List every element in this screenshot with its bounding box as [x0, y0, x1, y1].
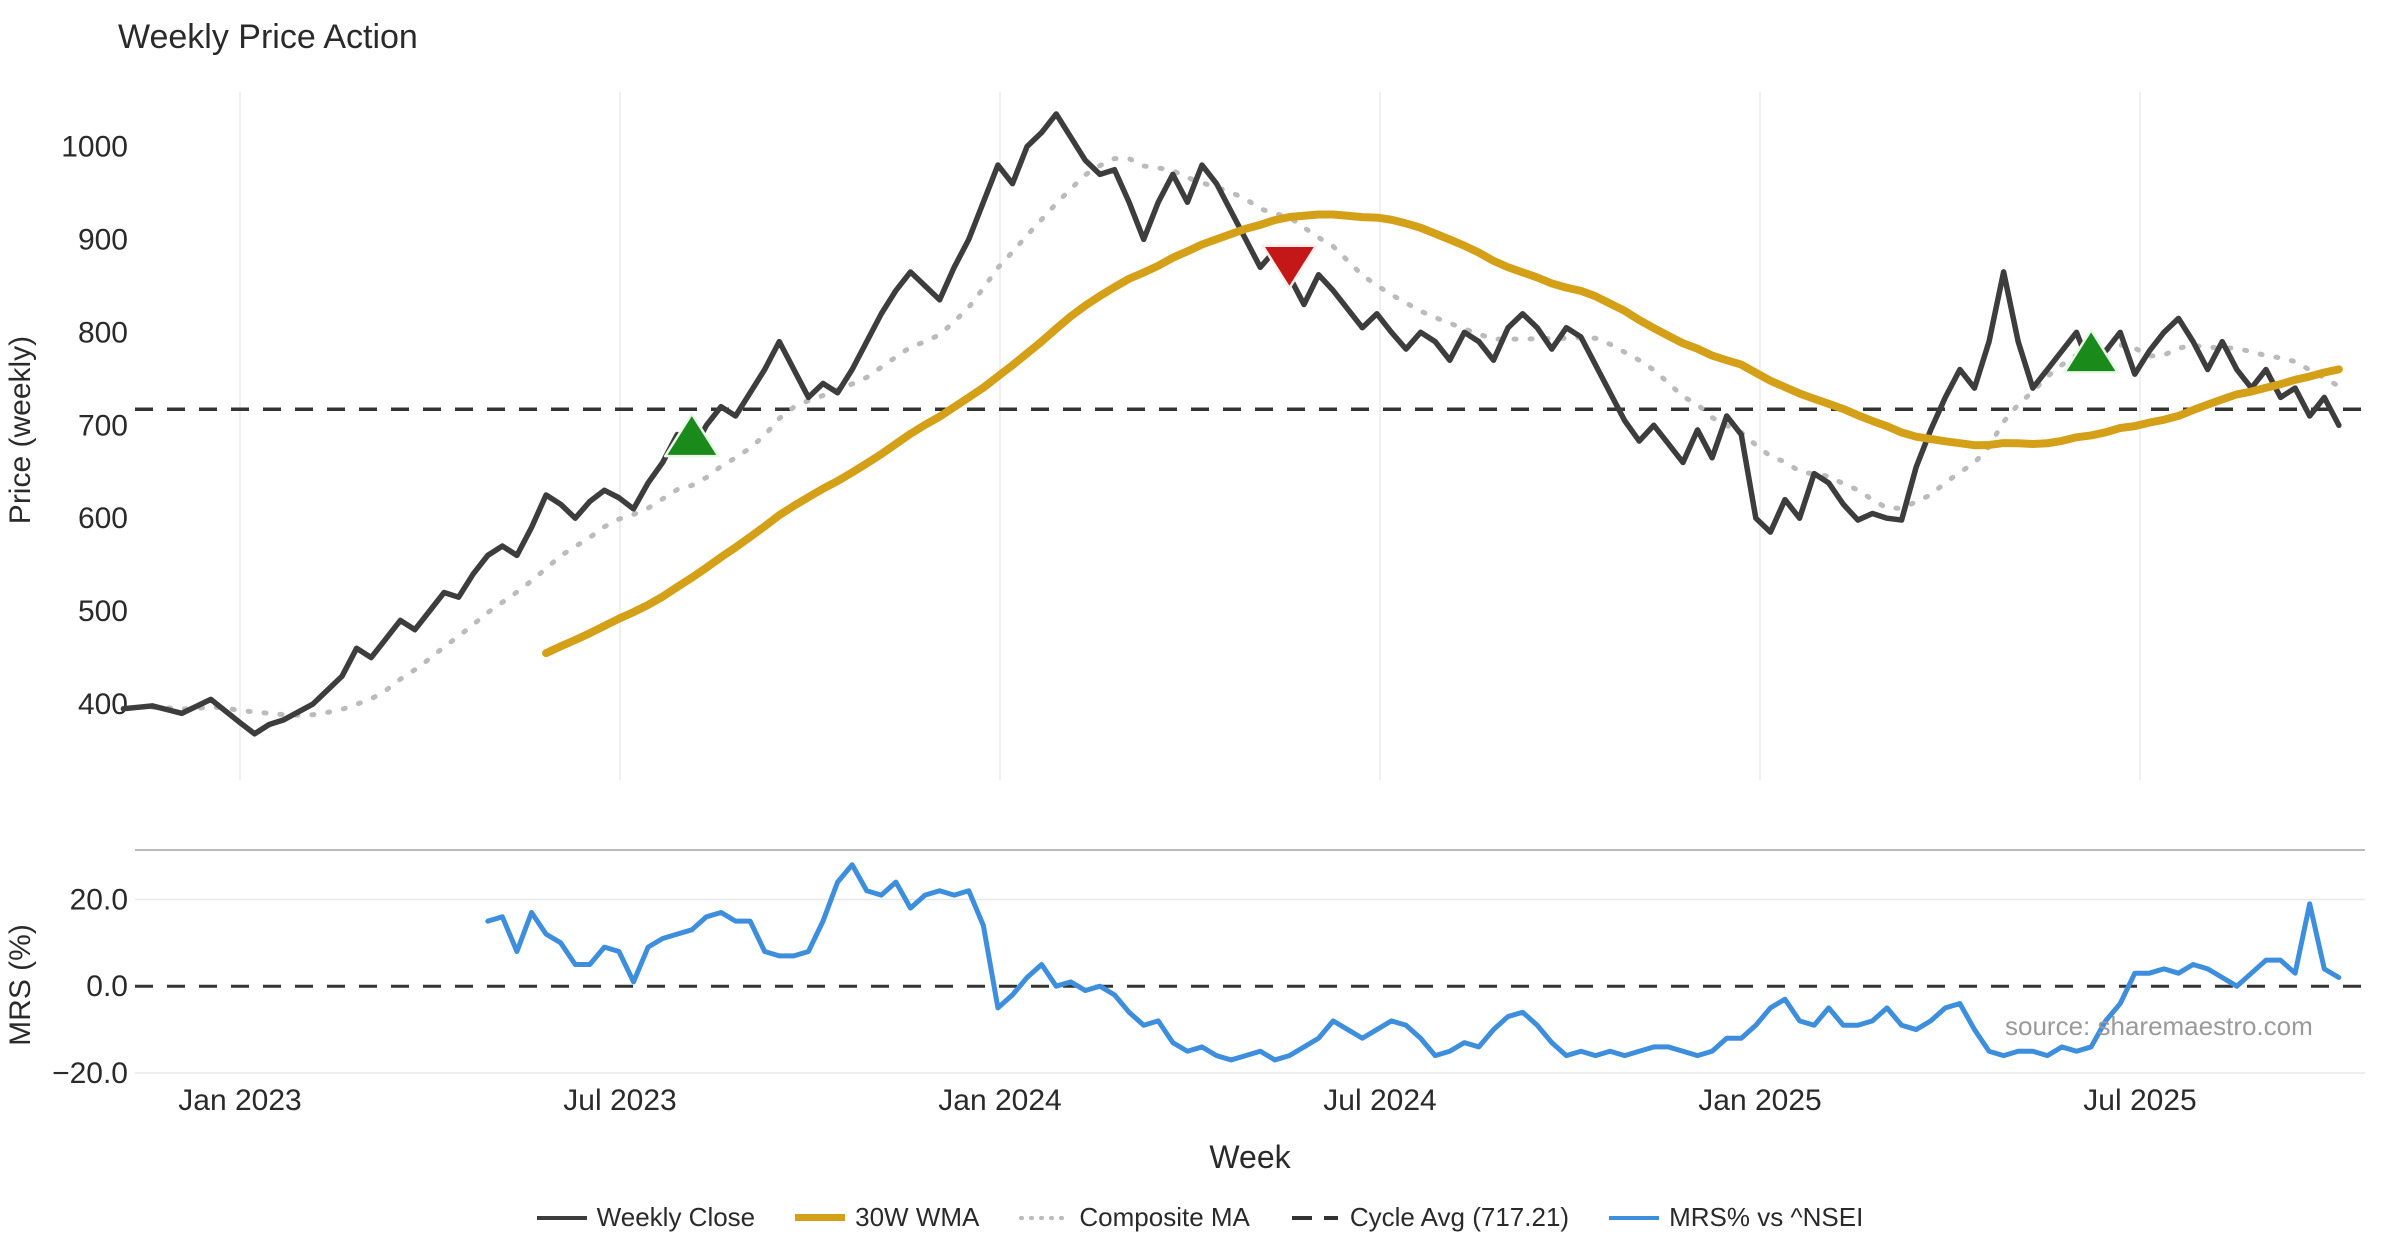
- svg-text:700: 700: [78, 409, 128, 442]
- svg-text:Jul 2024: Jul 2024: [1323, 1084, 1436, 1117]
- svg-text:Jan 2024: Jan 2024: [938, 1084, 1061, 1117]
- svg-text:20.0: 20.0: [70, 884, 128, 917]
- svg-text:source: sharemaestro.com: source: sharemaestro.com: [2005, 1011, 2313, 1041]
- svg-text:Jan 2023: Jan 2023: [178, 1084, 301, 1117]
- svg-text:500: 500: [78, 595, 128, 628]
- svg-text:Week: Week: [1209, 1139, 1291, 1175]
- svg-text:0.0: 0.0: [86, 970, 128, 1003]
- svg-text:Price (weekly): Price (weekly): [4, 336, 37, 524]
- svg-text:Jan 2025: Jan 2025: [1698, 1084, 1821, 1117]
- svg-text:MRS (%): MRS (%): [4, 924, 37, 1046]
- svg-text:Jul 2023: Jul 2023: [563, 1084, 676, 1117]
- svg-text:−20.0: −20.0: [52, 1057, 128, 1090]
- svg-text:1000: 1000: [61, 131, 128, 164]
- svg-text:800: 800: [78, 316, 128, 349]
- svg-text:900: 900: [78, 223, 128, 256]
- svg-text:400: 400: [78, 688, 128, 721]
- svg-text:Jul 2025: Jul 2025: [2083, 1084, 2196, 1117]
- svg-text:600: 600: [78, 502, 128, 535]
